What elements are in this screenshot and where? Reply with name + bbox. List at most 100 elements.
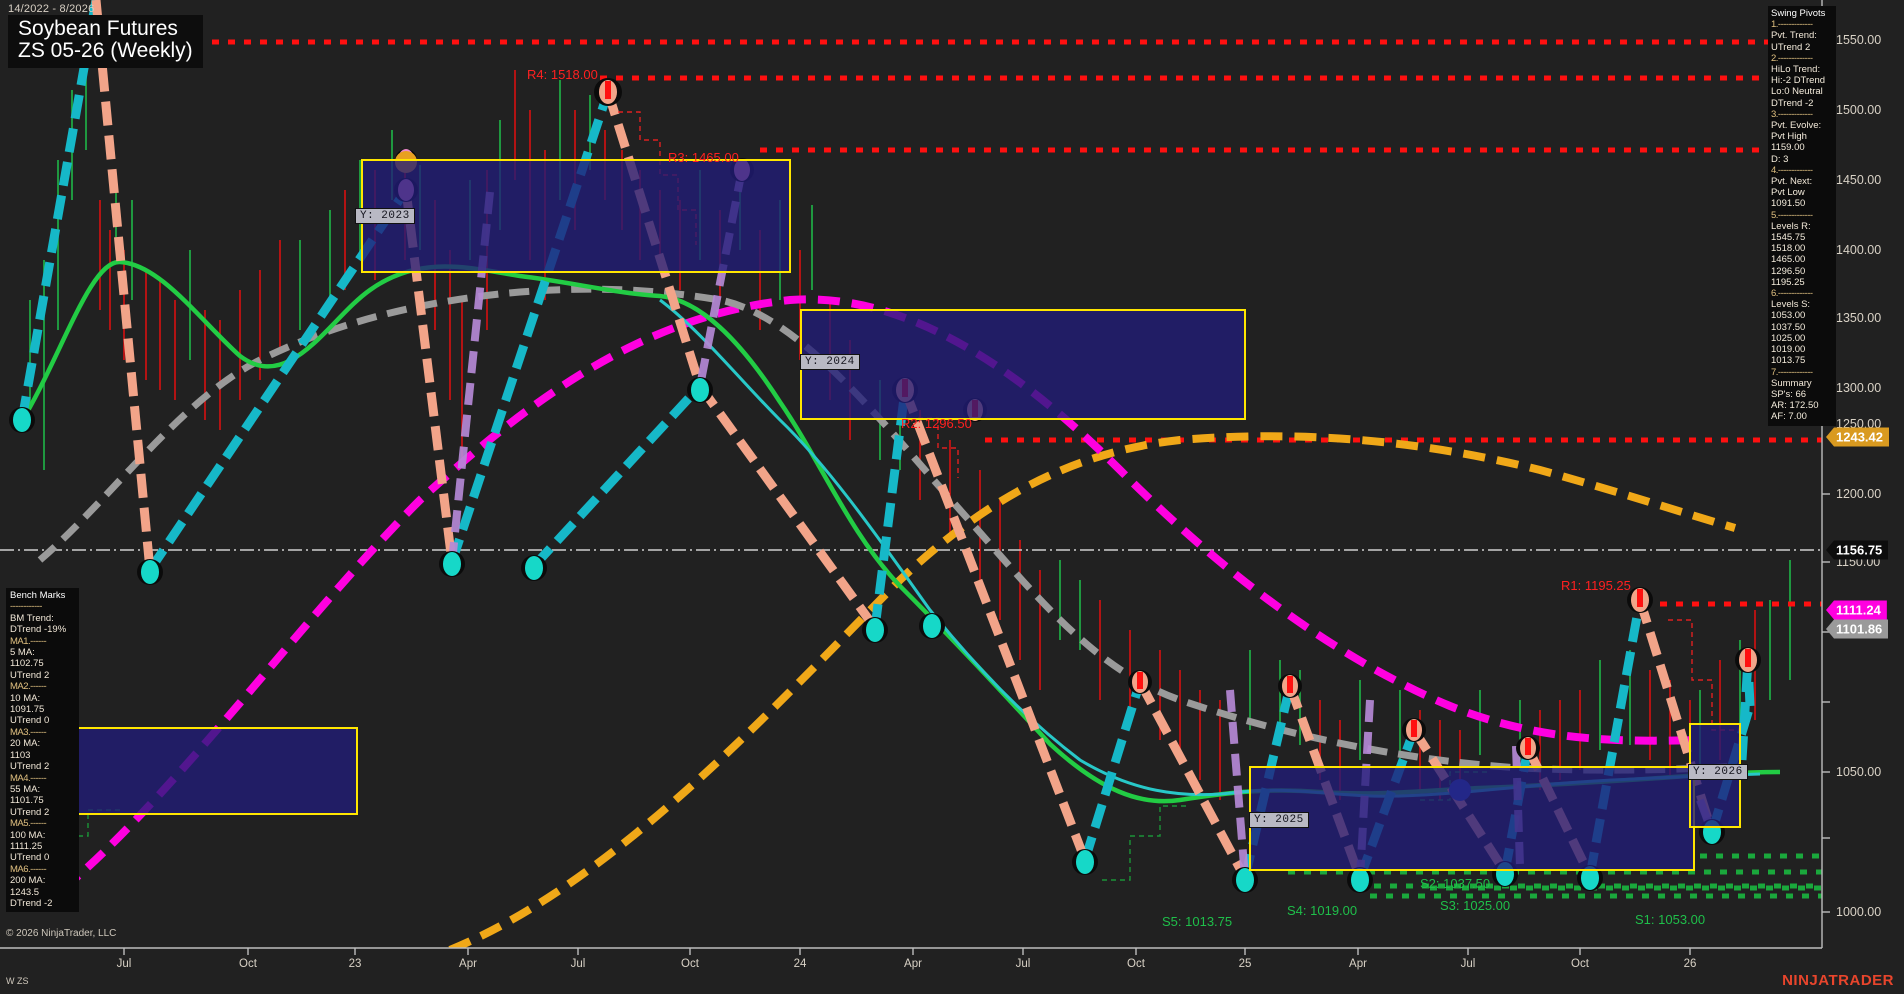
y-tick-label: 1000.00 [1836,905,1882,919]
swing-sep-5: 5.------------- [1771,209,1813,221]
ma2-label: 10 MA: [10,692,41,704]
swing-sep-7: 7.------------- [1771,366,1813,378]
ma6-value: 1243.5 [10,886,40,898]
ma5-trend: UTrend 0 [10,852,50,864]
x-tick-label: Apr [459,958,477,970]
x-tick-label: Jul [1460,958,1476,970]
hilo-dtrend-value: DTrend -2 [1771,97,1814,109]
year-box-2023[interactable]: Y: 2023 [355,208,415,224]
ma6-sep: MA6.------ [10,863,47,875]
y-tick-label: 1300.00 [1836,381,1882,395]
x-tick-label: 24 [793,958,807,970]
level-label-s1: S1: 1053.00 [1635,912,1706,927]
levels-s-label: Levels S: [1771,299,1811,311]
x-tick-label: Apr [1349,958,1367,970]
year-box-2024[interactable]: Y: 2024 [800,354,860,370]
hilo-trend-label: HiLo Trend: [1771,64,1821,76]
x-tick-label: 26 [1683,958,1697,970]
bm-trend-value: DTrend -19% [10,624,67,636]
pvt-evolve-d-value: D: 3 [1771,153,1789,165]
ma2-value: 1091.75 [10,704,45,716]
ma5-value: 1111.25 [10,840,43,852]
ma4-value: 1101.75 [10,795,44,807]
ma3-label: 20 MA: [10,738,41,750]
level-label-r1: R1: 1195.25 [1561,578,1631,593]
magenta-ma-price-tag[interactable]: 1111.24 [1826,600,1887,620]
y-tick-label: 1450.00 [1836,173,1882,187]
pvt-low-value: 1091.50 [1771,198,1806,210]
region-2024[interactable] [800,309,1246,420]
levels-r-value: 1465.00 [1771,254,1806,266]
levels-s-value: 1013.75 [1771,355,1806,367]
x-tick-label: 23 [348,958,362,970]
y-tick-label: 1050.00 [1836,765,1882,779]
swing-sep-2: 2.------------- [1771,52,1813,64]
swing-pivots-panel: Swing Pivots 1.------------- Pvt. Trend:… [1768,6,1836,426]
pvt-trend-label: Pvt. Trend: [1771,30,1817,42]
ma2-sep: MA2.------ [10,681,47,693]
level-label-s4: S4: 1019.00 [1287,903,1358,918]
x-tick-label: Oct [681,958,699,970]
levels-s-value: 1037.50 [1771,321,1806,333]
pvt-high-label: Pvt High [1771,131,1807,143]
region-2023[interactable] [361,159,791,273]
ma3-trend: UTrend 2 [10,761,50,773]
y-tick-label: 1400.00 [1836,243,1882,257]
levels-r-value: 1296.50 [1771,265,1806,277]
ma1-value: 1102.75 [10,658,44,670]
last-price-tag[interactable]: 1156.75 [1826,540,1889,560]
pvt-next-label: Pvt. Next: [1771,176,1813,188]
year-box-2026[interactable]: Y: 2026 [1688,764,1748,780]
pvt-high-value: 1159.00 [1771,142,1805,154]
ma5-sep: MA5.------ [10,818,47,830]
x-tick-label: Oct [1571,958,1589,970]
chart-code-label: W ZS [6,976,29,986]
x-tick-label: Jul [570,958,586,970]
x-tick-label: Oct [239,958,257,970]
level-label-r3: R3: 1465.00 [668,150,739,165]
swing-sep-6: 6.------------- [1771,288,1813,300]
swing-pivots-header: Swing Pivots [1771,8,1826,19]
y-tick-label: 1500.00 [1836,103,1882,117]
instrument-name: Soybean Futures [18,17,178,40]
x-tick-label: 25 [1238,958,1252,970]
year-box-2025[interactable]: Y: 2025 [1249,812,1309,828]
summary-ar: AR: 172.50 [1771,400,1819,412]
contract-period: ZS 05-26 (Weekly) [18,39,193,63]
pvt-trend-value: UTrend 2 [1771,41,1811,53]
levels-r-value: 1545.75 [1771,232,1806,244]
ma1-trend: UTrend 2 [10,669,50,681]
region-2025[interactable] [1249,766,1695,871]
bench-marks-panel: Bench Marks ------------ BM Trend: DTren… [6,588,79,913]
level-label-s2: S2: 1037.50 [1420,876,1491,891]
ma200-price-tag[interactable]: 1243.42 [1826,427,1889,447]
bench-divider: ------------ [10,601,42,613]
chart-title: Soybean Futures ZS 05-26 (Weekly) [8,15,203,68]
copyright-label: © 2026 NinjaTrader, LLC [6,928,117,939]
levels-s-value: 1019.00 [1771,344,1806,356]
pvt-evolve-label: Pvt. Evolve: [1771,120,1822,132]
summary-label: Summary [1771,377,1812,389]
x-axis-ticks [123,948,1691,955]
ma6-trend: DTrend -2 [10,897,53,909]
ma4-sep: MA4.------ [10,772,47,784]
bench-marks-header: Bench Marks [10,590,66,601]
summary-sps: SP's: 66 [1771,388,1807,400]
x-tick-label: Jul [1015,958,1031,970]
ma2-trend: UTrend 0 [10,715,50,727]
swing-sep-4: 4.------------- [1771,164,1813,176]
ma4-trend: UTrend 2 [10,806,50,818]
ma1-sep: MA1.------ [10,635,47,647]
x-tick-label: Apr [904,958,922,970]
ma4-label: 55 MA: [10,783,41,795]
y-tick-label: 1200.00 [1836,487,1882,501]
bm-trend-label: BM Trend: [10,612,54,624]
gray-ma-price-tag[interactable]: 1101.86 [1826,619,1889,639]
y-tick-label: 1550.00 [1836,33,1882,47]
swing-sep-1: 1.------------- [1771,19,1813,31]
swing-sep-3: 3.------------- [1771,108,1813,120]
hilo-hi-value: Hi:-2 DTrend [1771,75,1826,87]
levels-r-label: Levels R: [1771,220,1811,232]
level-label-r4: R4: 1518.00 [527,67,598,82]
